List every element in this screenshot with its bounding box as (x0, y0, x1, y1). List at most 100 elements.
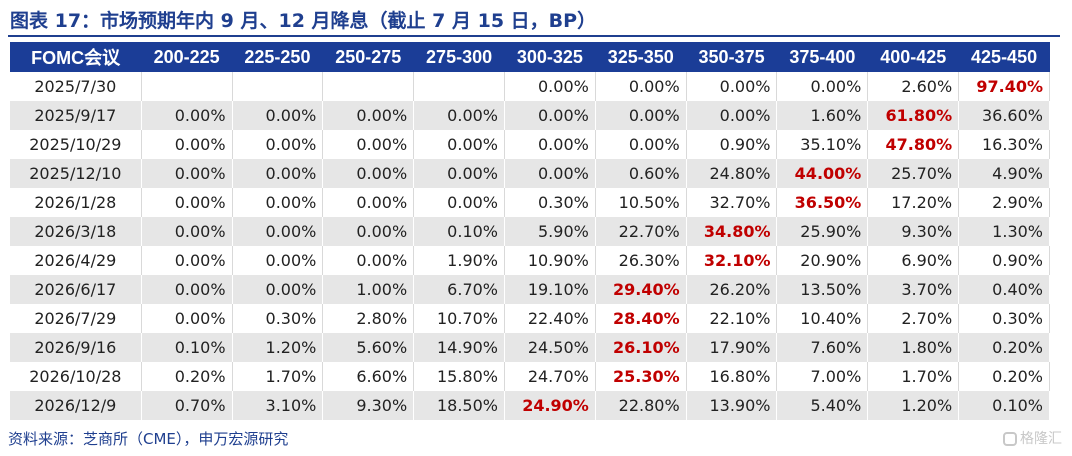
probability-cell (232, 72, 324, 101)
probability-cell: 0.00% (141, 130, 233, 159)
probability-cell: 0.00% (232, 188, 324, 217)
probability-cell: 5.40% (776, 391, 869, 420)
probability-cell: 0.90% (686, 130, 778, 159)
probability-cell: 10.50% (595, 188, 687, 217)
probability-cell: 17.90% (686, 333, 778, 362)
probability-cell: 10.70% (413, 304, 505, 333)
probability-cell: 32.70% (686, 188, 778, 217)
probability-cell: 0.00% (322, 246, 415, 275)
probability-cell: 0.00% (322, 188, 415, 217)
probability-cell: 0.70% (141, 391, 233, 420)
table-row: 2025/7/30 0.00% 0.00% 0.00% 0.00% 2.60% 97.40% (10, 72, 1050, 101)
rate-probability-table: FOMC会议 200-225 225-250 250-275 275-300 300-32… (10, 42, 1050, 420)
probability-cell: 15.80% (413, 362, 505, 391)
table-row: 2025/10/29 0.00% 0.00% 0.00% 0.00% 0.00% 0.00%… (10, 130, 1050, 159)
probability-cell: 1.80% (867, 333, 960, 362)
probability-cell: 17.20% (867, 188, 960, 217)
column-header-range: 275-300 (413, 42, 505, 72)
probability-cell: 0.00% (141, 217, 233, 246)
probability-cell: 13.90% (686, 391, 778, 420)
table-row: 2026/12/9 0.70% 3.10% 9.30% 18.50% 24.90% 22.8… (10, 391, 1050, 420)
title-divider (8, 35, 1060, 37)
max-probability-cell: 61.80% (867, 101, 960, 130)
probability-cell: 22.40% (504, 304, 596, 333)
table-header-row: FOMC会议 200-225 225-250 250-275 275-300 300-32… (10, 42, 1050, 72)
probability-cell: 10.90% (504, 246, 596, 275)
probability-cell: 0.00% (413, 159, 505, 188)
probability-cell: 2.60% (867, 72, 960, 101)
probability-cell: 0.30% (958, 304, 1050, 333)
probability-cell: 0.00% (232, 159, 324, 188)
probability-cell: 2.70% (867, 304, 960, 333)
probability-cell: 14.90% (413, 333, 505, 362)
probability-cell: 0.00% (232, 246, 324, 275)
meeting-date-cell: 2026/1/28 (10, 188, 142, 217)
column-header-range: 200-225 (141, 42, 233, 72)
probability-cell: 3.10% (232, 391, 324, 420)
probability-cell: 6.70% (413, 275, 505, 304)
probability-cell: 2.90% (958, 188, 1050, 217)
probability-cell: 0.30% (232, 304, 324, 333)
probability-cell: 6.60% (322, 362, 415, 391)
probability-cell: 0.00% (413, 101, 505, 130)
column-header-range: 425-450 (958, 42, 1050, 72)
probability-cell: 4.90% (958, 159, 1050, 188)
max-probability-cell: 26.10% (595, 333, 687, 362)
probability-cell: 7.60% (776, 333, 869, 362)
table-row: 2025/12/10 0.00% 0.00% 0.00% 0.00% 0.00% 0.60%… (10, 159, 1050, 188)
probability-cell: 22.70% (595, 217, 687, 246)
probability-cell: 5.90% (504, 217, 596, 246)
probability-cell: 0.00% (686, 101, 778, 130)
figure-title: 图表 17：市场预期年内 9 月、12 月降息（截止 7 月 15 日，BP） (10, 10, 597, 32)
probability-cell: 7.00% (776, 362, 869, 391)
max-probability-cell: 47.80% (867, 130, 960, 159)
probability-cell: 0.30% (504, 188, 596, 217)
meeting-date-cell: 2026/3/18 (10, 217, 142, 246)
probability-cell: 3.70% (867, 275, 960, 304)
probability-cell: 6.90% (867, 246, 960, 275)
table-row: 2026/3/18 0.00% 0.00% 0.00% 0.10% 5.90% 22.70%… (10, 217, 1050, 246)
probability-cell: 0.00% (141, 246, 233, 275)
table-row: 2026/7/29 0.00% 0.30% 2.80% 10.70% 22.40% 28.4… (10, 304, 1050, 333)
table-row: 2026/1/28 0.00% 0.00% 0.00% 0.00% 0.30% 10.50%… (10, 188, 1050, 217)
probability-cell: 0.10% (141, 333, 233, 362)
probability-cell: 0.00% (504, 159, 596, 188)
probability-cell: 1.20% (867, 391, 960, 420)
probability-cell: 0.00% (504, 72, 596, 101)
column-header-range: 375-400 (776, 42, 868, 72)
meeting-date-cell: 2026/9/16 (10, 333, 142, 362)
column-header-meeting: FOMC会议 (10, 42, 142, 72)
probability-cell: 0.00% (322, 159, 415, 188)
max-probability-cell: 97.40% (958, 72, 1050, 101)
max-probability-cell: 29.40% (595, 275, 687, 304)
probability-cell: 1.70% (232, 362, 324, 391)
probability-cell: 0.10% (958, 391, 1050, 420)
meeting-date-cell: 2026/12/9 (10, 391, 142, 420)
probability-cell: 18.50% (413, 391, 505, 420)
max-probability-cell: 36.50% (776, 188, 869, 217)
max-probability-cell: 28.40% (595, 304, 687, 333)
meeting-date-cell: 2025/9/17 (10, 101, 142, 130)
probability-cell: 1.30% (958, 217, 1050, 246)
probability-cell: 0.00% (322, 101, 415, 130)
source-note: 资料来源：芝商所（CME），申万宏源研究 (8, 430, 289, 448)
meeting-date-cell: 2025/7/30 (10, 72, 142, 101)
probability-cell (141, 72, 233, 101)
probability-cell: 0.00% (504, 101, 596, 130)
probability-cell: 19.10% (504, 275, 596, 304)
column-header-range: 325-350 (595, 42, 687, 72)
table-row: 2026/4/29 0.00% 0.00% 0.00% 1.90% 10.90% 26.30… (10, 246, 1050, 275)
probability-cell: 10.40% (776, 304, 869, 333)
probability-cell: 0.00% (686, 72, 778, 101)
probability-cell: 0.00% (413, 130, 505, 159)
meeting-date-cell: 2025/10/29 (10, 130, 142, 159)
max-probability-cell: 34.80% (686, 217, 778, 246)
probability-cell: 0.00% (776, 72, 869, 101)
probability-cell: 0.00% (322, 130, 415, 159)
probability-cell: 0.20% (141, 362, 233, 391)
probability-cell: 0.20% (958, 362, 1050, 391)
probability-cell: 0.00% (141, 304, 233, 333)
probability-cell: 25.70% (867, 159, 960, 188)
probability-cell: 35.10% (776, 130, 869, 159)
probability-cell: 0.00% (141, 159, 233, 188)
